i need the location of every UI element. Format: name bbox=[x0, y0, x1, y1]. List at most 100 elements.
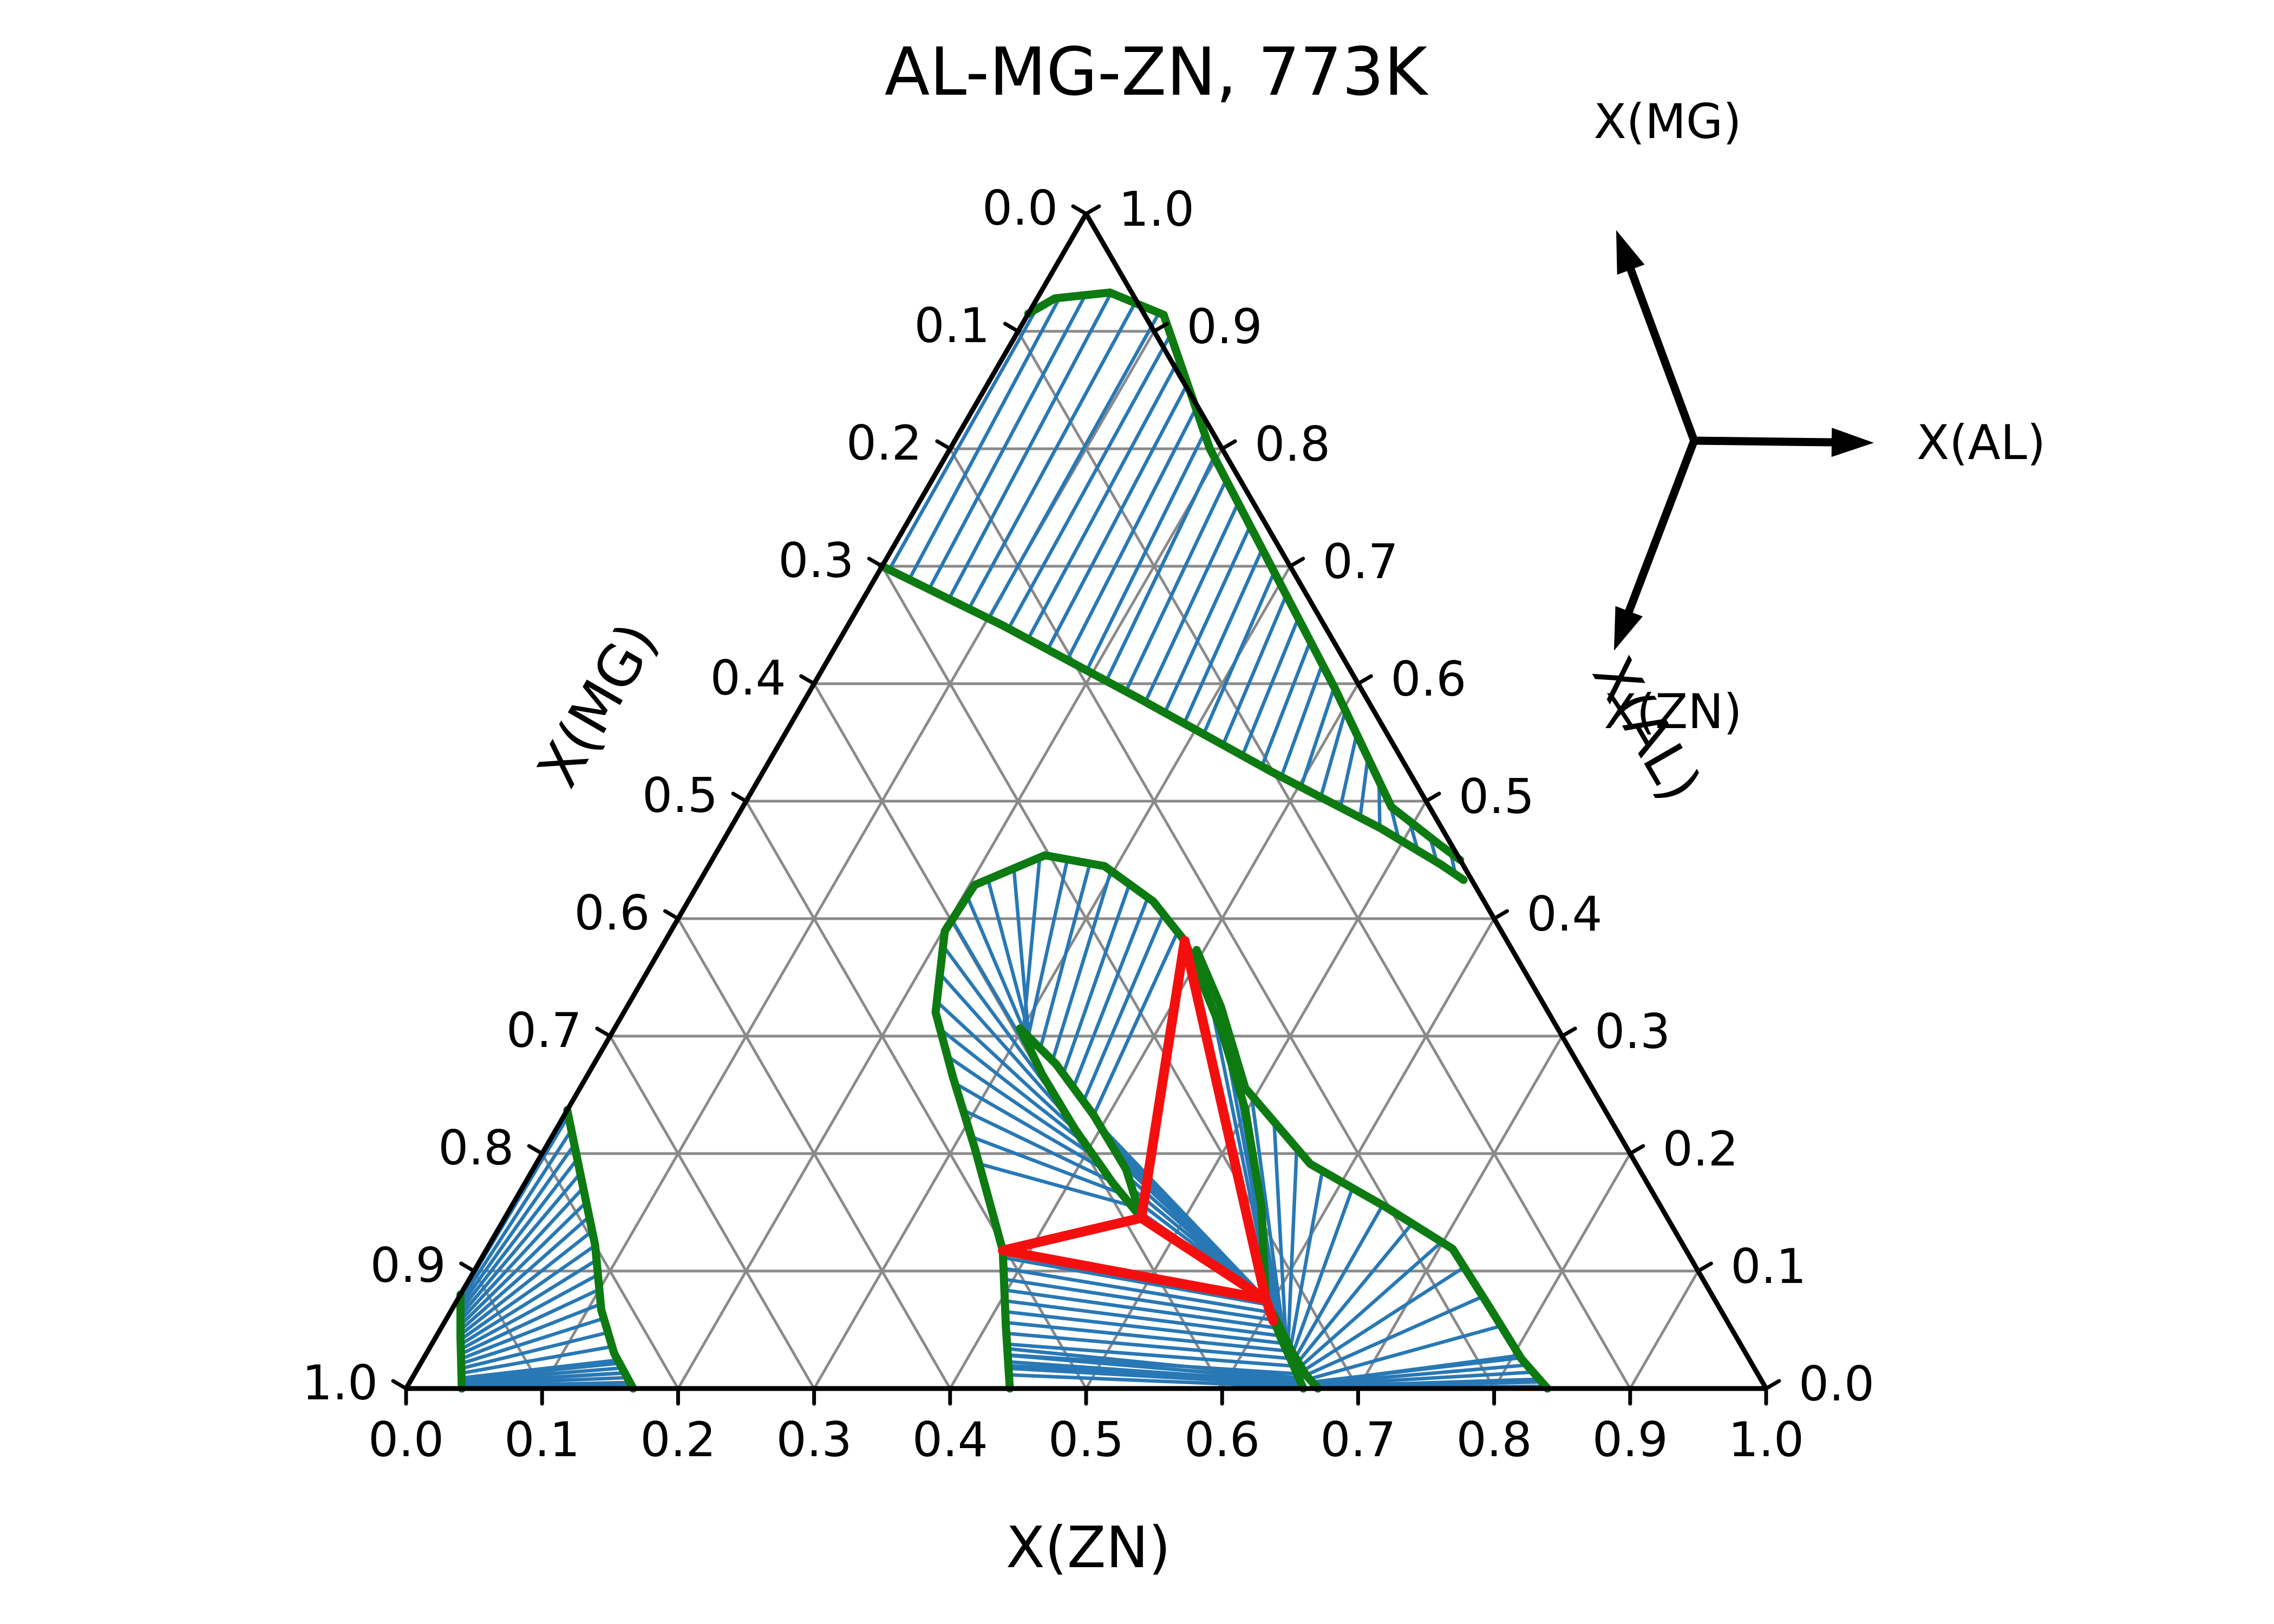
tick-label-bottom-0.2: 0.2 bbox=[640, 1412, 716, 1468]
tie-line bbox=[459, 1258, 599, 1346]
tick-label-bottom-0.0: 0.0 bbox=[368, 1412, 444, 1468]
tie-line bbox=[1250, 1093, 1286, 1337]
tie-line bbox=[938, 972, 1070, 1119]
three-phase-stub bbox=[1260, 1294, 1278, 1326]
tick-label-left-0.0: 0.0 bbox=[982, 180, 1058, 236]
phase-boundary-hcp-solvus bbox=[456, 1290, 466, 1393]
tick-left bbox=[867, 556, 884, 568]
tick-label-right-0.5: 0.5 bbox=[1459, 769, 1534, 824]
phase-boundary-right-liquidus bbox=[1192, 946, 1552, 1393]
tick-label-right-0.4: 0.4 bbox=[1527, 886, 1603, 942]
tie-line bbox=[1105, 455, 1216, 683]
phase-boundary-layer bbox=[456, 288, 1552, 1393]
tie-line bbox=[1002, 1266, 1273, 1314]
tick-label-right-0.8: 0.8 bbox=[1254, 416, 1330, 472]
tie-line bbox=[459, 1287, 602, 1356]
tie-line bbox=[1071, 895, 1150, 1090]
tie-line bbox=[1007, 333, 1173, 631]
tie-line bbox=[1004, 1331, 1292, 1360]
tick-label-bottom-0.4: 0.4 bbox=[912, 1412, 988, 1468]
tie-line bbox=[1084, 431, 1206, 672]
tick-label-bottom-0.9: 0.9 bbox=[1592, 1412, 1668, 1468]
tick-label-left-0.5: 0.5 bbox=[642, 768, 718, 823]
tie-line bbox=[1221, 593, 1288, 747]
tie-line bbox=[967, 301, 1137, 611]
tie-line bbox=[459, 1200, 588, 1327]
tie-line bbox=[1003, 1309, 1285, 1345]
tie-line bbox=[1163, 524, 1252, 715]
tick-left bbox=[935, 439, 952, 451]
tie-line bbox=[459, 1143, 577, 1308]
tick-label-bottom-0.8: 0.8 bbox=[1456, 1412, 1532, 1468]
chart-title: AL-MG-ZN, 773K bbox=[885, 34, 1429, 110]
legend-label-xmg: X(MG) bbox=[1593, 94, 1741, 149]
tick-label-bottom-0.6: 0.6 bbox=[1184, 1412, 1260, 1468]
tick-left bbox=[595, 1026, 612, 1038]
tie-line-layer bbox=[459, 291, 1547, 1390]
tie-line bbox=[1182, 547, 1264, 725]
tick-label-left-0.9: 0.9 bbox=[370, 1237, 446, 1293]
tie-line bbox=[1311, 1363, 1529, 1385]
tie-line bbox=[459, 1229, 594, 1337]
tick-left bbox=[799, 674, 816, 686]
tick-left bbox=[663, 909, 680, 921]
tick-label-right-1.0: 1.0 bbox=[1119, 181, 1194, 237]
tick-label-bottom-0.5: 0.5 bbox=[1048, 1412, 1124, 1468]
legend-arrowhead-icon bbox=[1831, 428, 1874, 457]
tick-label-bottom-0.7: 0.7 bbox=[1320, 1412, 1396, 1468]
tie-line bbox=[1026, 357, 1181, 641]
axis-direction-legend bbox=[1614, 230, 1874, 651]
tick-left bbox=[527, 1144, 544, 1156]
tick-label-right-0.2: 0.2 bbox=[1663, 1121, 1739, 1177]
tick-label-left-0.3: 0.3 bbox=[778, 533, 854, 588]
tick-right bbox=[1764, 1379, 1781, 1391]
tick-label-left-0.1: 0.1 bbox=[914, 298, 990, 353]
tie-line bbox=[1012, 867, 1032, 1051]
tie-line bbox=[459, 1273, 600, 1351]
tie-line bbox=[887, 307, 1038, 572]
tie-line bbox=[1338, 732, 1358, 809]
tick-left bbox=[1071, 204, 1088, 216]
tie-line bbox=[907, 296, 1062, 581]
phase-boundary-liquidus-top bbox=[878, 562, 1468, 884]
tie-line bbox=[935, 999, 1078, 1132]
tie-line bbox=[1045, 382, 1190, 652]
phase-boundary-tau-lens-upper bbox=[1016, 1024, 1146, 1222]
tie-line bbox=[961, 1108, 1114, 1183]
tie-line bbox=[1143, 501, 1240, 704]
legend-arrowhead-icon bbox=[1614, 606, 1643, 651]
tick-label-right-0.9: 0.9 bbox=[1187, 299, 1263, 355]
tie-line bbox=[459, 1317, 606, 1366]
legend-label-xal: X(AL) bbox=[1917, 415, 2046, 470]
tie-line bbox=[945, 1054, 1096, 1158]
tie-line bbox=[459, 1171, 582, 1318]
phase-boundary-laves-sliver-right bbox=[1269, 1310, 1322, 1393]
tick-left bbox=[459, 1261, 476, 1273]
tick-right bbox=[1696, 1261, 1713, 1273]
tie-line bbox=[1007, 1366, 1304, 1387]
tie-line bbox=[1240, 616, 1301, 758]
tie-line bbox=[977, 1162, 1133, 1208]
tick-right bbox=[1084, 204, 1101, 216]
tick-label-bottom-0.1: 0.1 bbox=[504, 1412, 580, 1468]
tick-right bbox=[1220, 439, 1237, 451]
tie-line bbox=[1007, 1373, 1305, 1389]
three-phase-triangle-layer bbox=[998, 936, 1278, 1326]
tick-label-right-0.0: 0.0 bbox=[1799, 1356, 1874, 1412]
tie-line bbox=[1279, 662, 1324, 779]
tie-line bbox=[1260, 639, 1312, 768]
tick-right bbox=[1424, 791, 1441, 803]
tie-line bbox=[1310, 1355, 1523, 1384]
tie-line bbox=[459, 1128, 573, 1303]
tie-line bbox=[460, 1376, 629, 1386]
tie-line bbox=[1293, 1203, 1384, 1360]
tie-line bbox=[1304, 1294, 1485, 1377]
tie-line bbox=[1001, 1255, 1270, 1307]
bottom-axis-title: X(ZN) bbox=[1006, 1515, 1171, 1581]
tick-label-bottom-1.0: 1.0 bbox=[1728, 1412, 1804, 1468]
phase-boundary-tau-lens-lower bbox=[1016, 1024, 1146, 1222]
tick-label-right-0.1: 0.1 bbox=[1730, 1239, 1806, 1294]
tick-left bbox=[391, 1379, 408, 1391]
tie-line bbox=[1289, 1169, 1324, 1351]
